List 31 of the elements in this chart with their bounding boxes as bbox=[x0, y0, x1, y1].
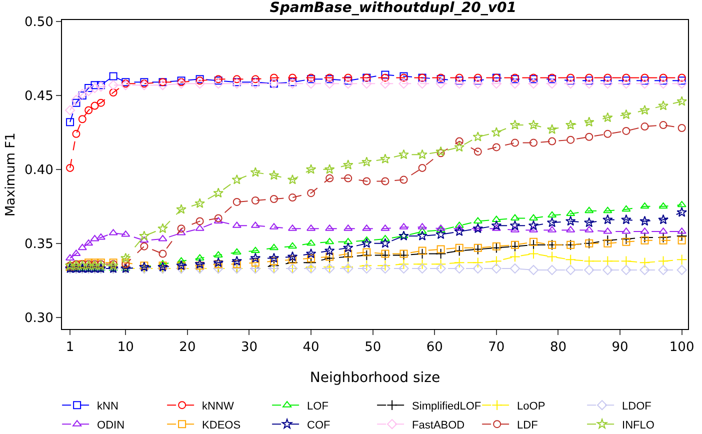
x-tick-label: 30 bbox=[240, 340, 258, 355]
x-tick-label: 60 bbox=[426, 340, 443, 355]
y-tick-label: 0.35 bbox=[24, 236, 54, 252]
legend-label: INFLO bbox=[622, 419, 655, 432]
legend-label: LOF bbox=[307, 400, 329, 412]
legend-label: ODIN bbox=[97, 419, 125, 432]
y-tick-label: 0.30 bbox=[24, 310, 54, 326]
chart-title: SpamBase_withoutdupl_20_v01 bbox=[270, 0, 516, 16]
legend-label: FastABOD bbox=[412, 419, 465, 432]
x-tick-label: 100 bbox=[669, 340, 694, 355]
x-tick-label: 50 bbox=[364, 340, 382, 355]
x-tick-label: 90 bbox=[612, 340, 628, 355]
legend-label: kNN bbox=[97, 400, 119, 412]
legend-label: LDF bbox=[517, 419, 538, 432]
x-axis-title: Neighborhood size bbox=[310, 370, 440, 386]
legend-label: kNNW bbox=[202, 400, 234, 412]
legend-label: SimplifiedLOF bbox=[412, 400, 482, 412]
legend-label: COF bbox=[307, 419, 331, 432]
x-tick-label: 70 bbox=[488, 340, 505, 355]
y-tick-label: 0.45 bbox=[24, 89, 54, 104]
legend-label: LoOP bbox=[517, 400, 546, 412]
x-tick-label: 1 bbox=[66, 340, 74, 355]
legend-label: LDOF bbox=[622, 400, 652, 412]
x-tick-label: 80 bbox=[550, 340, 567, 355]
x-tick-label: 40 bbox=[302, 340, 320, 355]
x-tick-label: 20 bbox=[179, 340, 196, 355]
y-tick-label: 0.50 bbox=[24, 15, 54, 30]
x-tick-label: 10 bbox=[117, 340, 134, 355]
legend-label: KDEOS bbox=[202, 419, 241, 432]
y-tick-label: 0.40 bbox=[24, 162, 54, 178]
y-axis-title: Maximum F1 bbox=[3, 132, 18, 217]
